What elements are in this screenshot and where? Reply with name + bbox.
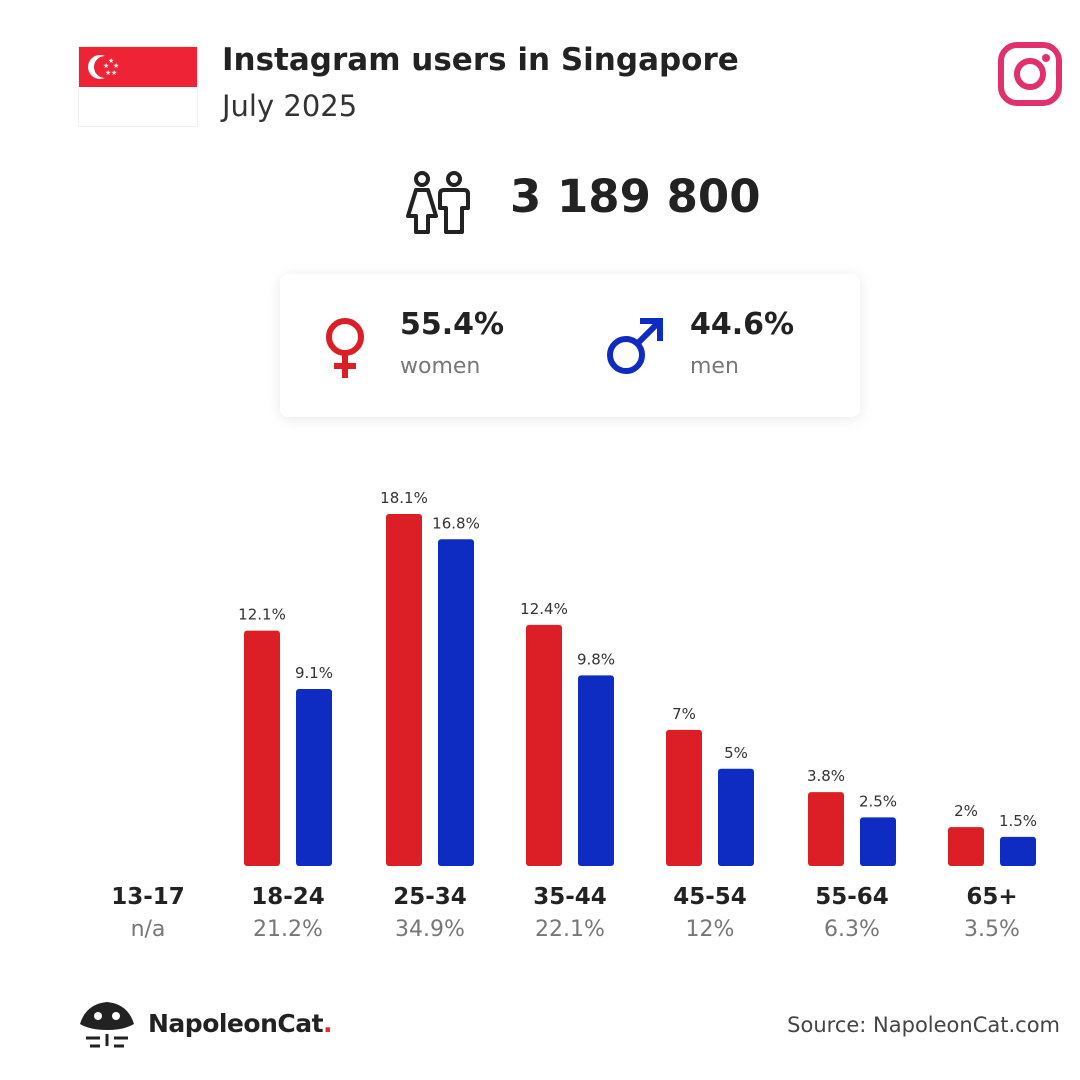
- svg-text:★: ★: [103, 62, 109, 70]
- category-total: 22.1%: [535, 917, 605, 942]
- data-label: 2.5%: [859, 792, 897, 810]
- data-label: 9.8%: [577, 650, 615, 668]
- data-label: 12.4%: [520, 600, 568, 618]
- category-total: 34.9%: [395, 917, 465, 942]
- svg-text:★: ★: [111, 69, 117, 77]
- bar-25-34-series1: [386, 514, 422, 866]
- bar-45-54-series1: [666, 729, 702, 866]
- bar-18-24-series2: [296, 689, 332, 866]
- women-label: women: [400, 354, 481, 379]
- category-total: n/a: [130, 917, 166, 942]
- page-title: Instagram users in Singapore: [222, 42, 739, 78]
- data-label: 12.1%: [238, 606, 286, 624]
- men-label: men: [690, 354, 739, 379]
- bar-18-24-series1: [244, 630, 280, 866]
- category-label: 13-17: [111, 884, 185, 910]
- female-symbol-icon: [326, 318, 364, 378]
- data-label: 1.5%: [999, 812, 1037, 830]
- category-total: 12%: [685, 917, 735, 942]
- data-label: 9.1%: [295, 664, 333, 682]
- svg-text:★: ★: [108, 57, 114, 65]
- category-total: 21.2%: [253, 917, 323, 942]
- napoleoncat-logo-icon: [80, 1002, 134, 1048]
- bar-35-44-series1: [526, 624, 562, 866]
- data-label: 2%: [954, 802, 978, 820]
- singapore-flag-icon: ★ ★ ★ ★ ★: [79, 47, 197, 126]
- women-percentage: 55.4%: [400, 307, 505, 342]
- category-label: 55-64: [815, 884, 889, 910]
- svg-text:★: ★: [105, 69, 111, 77]
- bar-65+-series1: [948, 827, 984, 866]
- bar-65+-series2: [1000, 836, 1036, 866]
- category-label: 45-54: [673, 884, 747, 910]
- source-credit: Source: NapoleonCat.com: [787, 1013, 1060, 1037]
- bar-55-64-series1: [808, 792, 844, 866]
- bar-35-44-series2: [578, 675, 614, 866]
- category-label: 25-34: [393, 884, 467, 910]
- male-symbol-icon: [607, 318, 663, 374]
- svg-text:★: ★: [113, 62, 119, 70]
- total-users-count: 3 189 800: [510, 170, 761, 223]
- data-label: 7%: [672, 705, 696, 723]
- data-label: 18.1%: [380, 489, 428, 507]
- page-subtitle: July 2025: [222, 89, 358, 123]
- bar-25-34-series2: [438, 539, 474, 866]
- data-label: 16.8%: [432, 514, 480, 532]
- gender-split-card: 55.4% women 44.6% men: [280, 274, 860, 417]
- category-label: 35-44: [533, 884, 607, 910]
- bar-45-54-series2: [718, 768, 754, 866]
- category-label: 18-24: [251, 884, 325, 910]
- data-label: 3.8%: [807, 767, 845, 785]
- data-label: 5%: [724, 744, 748, 762]
- category-total: 3.5%: [964, 917, 1020, 942]
- age-gender-bar-chart: 12.1% 9.1% 18.1%16.8% 12.4% 9.8% 7% 5% 3.8% 2.5%…: [238, 489, 1037, 866]
- bar-55-64-series2: [860, 817, 896, 866]
- men-percentage: 44.6%: [690, 307, 795, 342]
- instagram-icon: [998, 42, 1062, 106]
- category-label: 65+: [966, 884, 1018, 910]
- category-total: 6.3%: [824, 917, 880, 942]
- brand-name: NapoleonCat.: [148, 1009, 333, 1038]
- people-icon: [406, 171, 470, 234]
